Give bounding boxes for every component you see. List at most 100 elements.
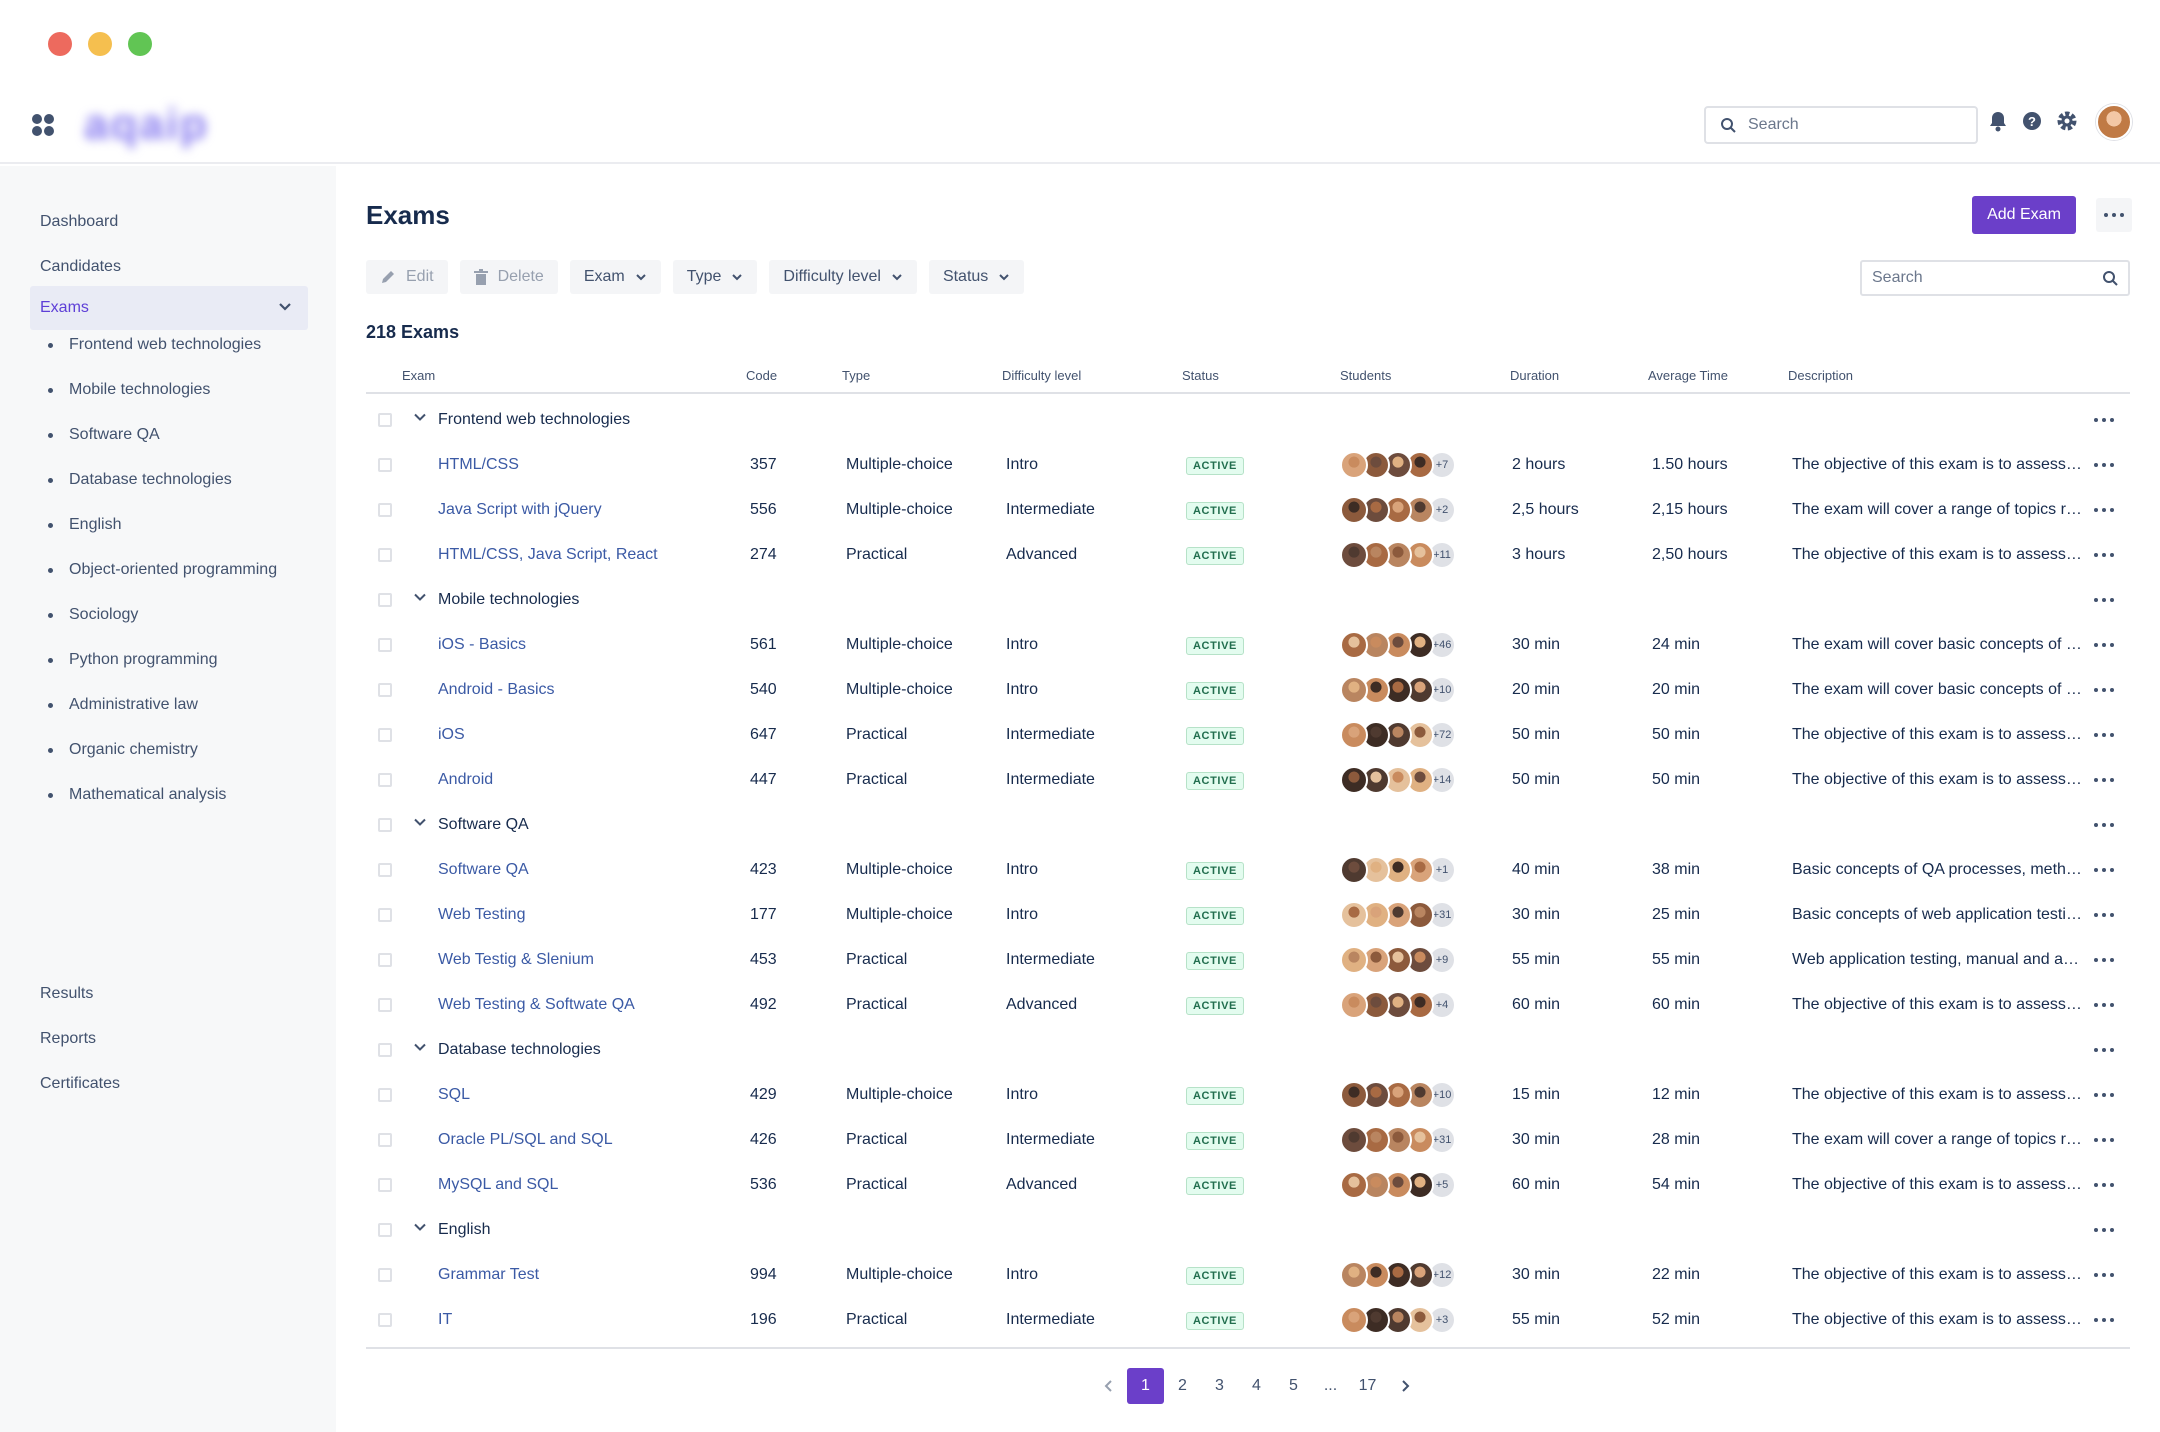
students-avatars[interactable]: +7 — [1340, 450, 1456, 479]
table-search-input[interactable]: Search — [1860, 260, 2130, 296]
row-actions-button[interactable] — [2094, 552, 2114, 557]
bell-icon[interactable] — [1988, 110, 2008, 137]
filter-type-dropdown[interactable]: Type — [672, 260, 758, 294]
row-actions-button[interactable] — [2094, 777, 2114, 782]
row-checkbox[interactable] — [378, 682, 392, 697]
row-actions-button[interactable] — [2094, 732, 2114, 737]
prev-page-button[interactable] — [1090, 1368, 1127, 1404]
row-actions-button[interactable] — [2094, 912, 2114, 917]
row-checkbox[interactable] — [378, 1267, 392, 1282]
students-avatars[interactable]: +72 — [1340, 720, 1456, 749]
page-button[interactable]: 17 — [1358, 1377, 1377, 1394]
filter-difficulty-dropdown[interactable]: Difficulty level — [769, 260, 917, 294]
exam-name-link[interactable]: HTML/CSS — [438, 455, 519, 473]
group-checkbox[interactable] — [378, 1042, 392, 1057]
exam-name-link[interactable]: iOS - Basics — [438, 635, 527, 653]
page-button[interactable]: 3 — [1215, 1377, 1224, 1394]
chevron-down-icon[interactable] — [412, 1219, 428, 1240]
sidebar-subitem[interactable]: Administrative law — [48, 690, 198, 720]
sidebar-subitem[interactable]: Python programming — [48, 645, 218, 675]
students-avatars[interactable]: +1 — [1340, 855, 1456, 884]
row-actions-button[interactable] — [2094, 462, 2114, 467]
sidebar-subitem[interactable]: Software QA — [48, 420, 160, 450]
sidebar-item-exams[interactable]: Exams — [30, 286, 308, 330]
sidebar-subitem[interactable]: Sociology — [48, 600, 138, 630]
exam-name-link[interactable]: Software QA — [438, 860, 529, 878]
exam-name-link[interactable]: Grammar Test — [438, 1265, 540, 1283]
row-checkbox[interactable] — [378, 772, 392, 787]
sidebar-item-results[interactable]: Results — [30, 972, 308, 1016]
column-header-average-time[interactable]: Average Time — [1648, 368, 1728, 383]
row-actions-button[interactable] — [2094, 597, 2114, 602]
next-page-button[interactable] — [1386, 1368, 1423, 1404]
exam-name-link[interactable]: Web Testing — [438, 905, 526, 923]
exam-name-link[interactable]: MySQL and SQL — [438, 1175, 559, 1193]
row-checkbox[interactable] — [378, 502, 392, 517]
global-search-input[interactable]: Search — [1704, 106, 1978, 144]
group-checkbox[interactable] — [378, 1222, 392, 1237]
column-header-code[interactable]: Code — [746, 368, 778, 383]
row-actions-button[interactable] — [2094, 1182, 2114, 1187]
exam-name-link[interactable]: Web Testig & Slenium — [438, 950, 594, 968]
row-checkbox[interactable] — [378, 997, 392, 1012]
group-checkbox[interactable] — [378, 412, 392, 427]
students-avatars[interactable]: +10 — [1340, 675, 1456, 704]
row-actions-button[interactable] — [2094, 1002, 2114, 1007]
row-actions-button[interactable] — [2094, 867, 2114, 872]
exam-name-link[interactable]: IT — [438, 1310, 453, 1328]
row-checkbox[interactable] — [378, 1087, 392, 1102]
sidebar-item-dashboard[interactable]: Dashboard — [30, 200, 308, 244]
maximize-window-button[interactable] — [128, 32, 152, 56]
exam-name-link[interactable]: Java Script with jQuery — [438, 500, 602, 518]
filter-exam-dropdown[interactable]: Exam — [569, 260, 661, 294]
row-checkbox[interactable] — [378, 862, 392, 877]
sidebar-item-certificates[interactable]: Certificates — [30, 1062, 308, 1106]
exam-name-link[interactable]: Android - Basics — [438, 680, 555, 698]
exam-name-link[interactable]: HTML/CSS, Java Script, React — [438, 545, 658, 563]
students-avatars[interactable]: +11 — [1340, 540, 1456, 569]
row-checkbox[interactable] — [378, 907, 392, 922]
row-actions-button[interactable] — [2094, 687, 2114, 692]
column-header-difficulty[interactable]: Difficulty level — [1002, 368, 1082, 383]
sidebar-subitem[interactable]: Organic chemistry — [48, 735, 198, 765]
chevron-down-icon[interactable] — [412, 409, 428, 430]
row-actions-button[interactable] — [2094, 642, 2114, 647]
row-actions-button[interactable] — [2094, 1227, 2114, 1232]
close-window-button[interactable] — [48, 32, 72, 56]
exam-name-link[interactable]: Web Testing & Softwate QA — [438, 995, 635, 1013]
sidebar-subitem[interactable]: Database technologies — [48, 465, 232, 495]
row-actions-button[interactable] — [2094, 1047, 2114, 1052]
add-exam-button[interactable]: Add Exam — [1972, 196, 2076, 234]
students-avatars[interactable]: +31 — [1340, 900, 1456, 929]
students-avatars[interactable]: +5 — [1340, 1170, 1456, 1199]
students-avatars[interactable]: +10 — [1340, 1080, 1456, 1109]
delete-button[interactable]: Delete — [459, 260, 558, 294]
column-header-type[interactable]: Type — [842, 368, 871, 383]
students-avatars[interactable]: +46 — [1340, 630, 1456, 659]
sidebar-subitem[interactable]: Frontend web technologies — [48, 330, 261, 360]
user-avatar[interactable] — [2096, 104, 2132, 140]
sidebar-subitem[interactable]: English — [48, 510, 121, 540]
row-actions-button[interactable] — [2094, 1317, 2114, 1322]
column-header-status[interactable]: Status — [1182, 368, 1219, 383]
row-actions-button[interactable] — [2094, 957, 2114, 962]
students-avatars[interactable]: +3 — [1340, 1305, 1456, 1334]
column-header-exam[interactable]: Exam — [402, 368, 436, 383]
sidebar-subitem[interactable]: Mathematical analysis — [48, 780, 226, 810]
exam-name-link[interactable]: Oracle PL/SQL and SQL — [438, 1130, 613, 1148]
more-actions-button[interactable] — [2096, 198, 2132, 232]
row-actions-button[interactable] — [2094, 507, 2114, 512]
column-header-description[interactable]: Description — [1788, 368, 1854, 383]
column-header-students[interactable]: Students — [1340, 368, 1392, 383]
row-checkbox[interactable] — [378, 952, 392, 967]
sidebar-item-reports[interactable]: Reports — [30, 1017, 308, 1061]
students-avatars[interactable]: +4 — [1340, 990, 1456, 1019]
row-checkbox[interactable] — [378, 727, 392, 742]
group-checkbox[interactable] — [378, 817, 392, 832]
row-checkbox[interactable] — [378, 457, 392, 472]
sidebar-subitem[interactable]: Mobile technologies — [48, 375, 210, 405]
minimize-window-button[interactable] — [88, 32, 112, 56]
group-checkbox[interactable] — [378, 592, 392, 607]
row-checkbox[interactable] — [378, 637, 392, 652]
sidebar-subitem[interactable]: Object-oriented programming — [48, 555, 277, 585]
